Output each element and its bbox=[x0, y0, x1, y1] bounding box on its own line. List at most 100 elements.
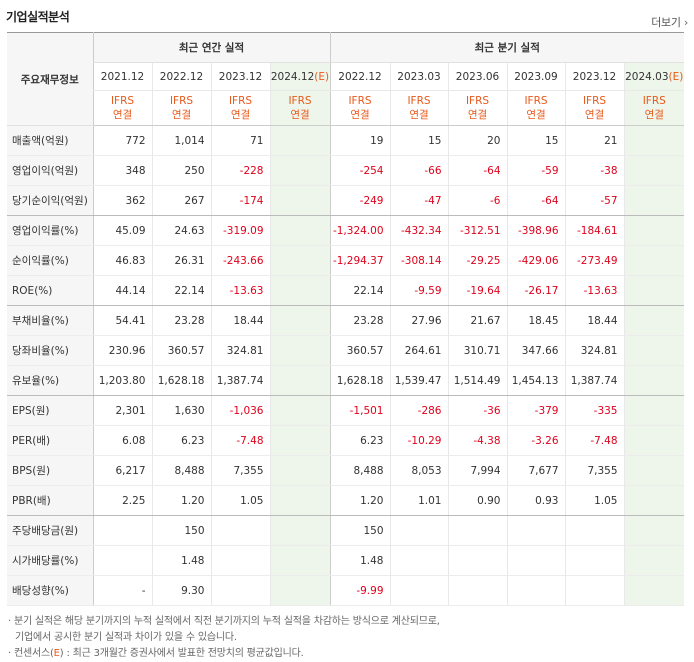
ifrs-label: IFRS 연결 bbox=[329, 90, 390, 126]
table-cell bbox=[623, 305, 684, 336]
table-cell: 9.30 bbox=[151, 575, 211, 606]
estimate-marker: (E) bbox=[668, 70, 684, 83]
table-cell: 150 bbox=[329, 515, 390, 546]
table-row: 부채비율(%) 54.41 23.28 18.44 23.28 27.96 21.67 18.… bbox=[7, 305, 684, 336]
table-cell: 264.61 bbox=[389, 335, 448, 366]
table-cell bbox=[269, 155, 330, 186]
table-cell: 362 bbox=[92, 185, 152, 216]
ifrs-line2: 연결 bbox=[171, 109, 192, 121]
table-cell bbox=[269, 185, 330, 216]
ifrs-line2: 연결 bbox=[350, 109, 370, 121]
table-row: PER(배) 6.08 6.23 -7.48 6.23 -10.29 -4.38 -3.26-… bbox=[7, 425, 684, 456]
table-cell: 360.57 bbox=[151, 335, 211, 366]
table-row: ROE(%) 44.14 22.14 -13.63 22.14 -9.59 -19.64 -2… bbox=[7, 275, 684, 306]
table-cell: 1,539.47 bbox=[389, 365, 448, 396]
table-cell bbox=[623, 185, 684, 216]
period-label: 2021.12 bbox=[100, 70, 145, 83]
table-cell: 2,301 bbox=[92, 395, 152, 426]
more-link[interactable]: 더보기 › bbox=[651, 14, 688, 30]
table-cell: 1,387.74 bbox=[564, 365, 624, 396]
table-cell: 772 bbox=[92, 125, 152, 156]
ifrs-line1: IFRS bbox=[288, 95, 312, 107]
estimate-marker: (E) bbox=[314, 70, 330, 83]
table-cell: 6.23 bbox=[329, 425, 390, 456]
table-cell: -432.34 bbox=[389, 215, 448, 246]
table-cell: 26.31 bbox=[151, 245, 211, 276]
table-cell bbox=[269, 275, 330, 306]
row-label: 시가배당률(%) bbox=[7, 545, 93, 576]
table-cell bbox=[269, 215, 330, 246]
table-cell bbox=[389, 575, 448, 606]
ifrs-line2: 연결 bbox=[230, 109, 251, 121]
row-label: 순이익률(%) bbox=[7, 245, 93, 276]
period-header-annual-2: 2023.12 bbox=[210, 62, 270, 91]
table-cell bbox=[506, 545, 565, 576]
table-cell: -1,036 bbox=[210, 395, 270, 426]
ifrs-line2: 연결 bbox=[409, 109, 429, 121]
ifrs-line1: IFRS bbox=[348, 95, 372, 107]
table-cell bbox=[623, 515, 684, 546]
table-cell: 6,217 bbox=[92, 455, 152, 486]
table-cell: -64 bbox=[506, 185, 565, 216]
period-header-annual-1: 2022.12 bbox=[151, 62, 211, 91]
table-cell: -398.96 bbox=[506, 215, 565, 246]
table-cell: 23.28 bbox=[151, 305, 211, 336]
table-row: PBR(배) 2.25 1.20 1.05 1.20 1.01 0.90 0.93 1.05 bbox=[7, 485, 684, 516]
row-label: 영업이익(억원) bbox=[7, 155, 93, 186]
table-cell: 1,014 bbox=[151, 125, 211, 156]
table-cell bbox=[389, 515, 448, 546]
table-cell: 1,628.18 bbox=[329, 365, 390, 396]
table-cell: 18.45 bbox=[506, 305, 565, 336]
table-cell: -429.06 bbox=[506, 245, 565, 276]
table-cell: 8,053 bbox=[389, 455, 448, 486]
period-header-quarter-2: 2023.06 bbox=[447, 62, 507, 91]
footnote-2-suffix: ) : 최근 3개월간 증권사에서 발표한 전망치의 평균값입니다. bbox=[59, 648, 304, 659]
ifrs-line1: IFRS bbox=[110, 95, 135, 107]
table-cell: 150 bbox=[151, 515, 211, 546]
table-cell: 1.20 bbox=[151, 485, 211, 516]
table-cell: 1,454.13 bbox=[506, 365, 565, 396]
table-cell: 18.44 bbox=[564, 305, 624, 336]
table-row: EPS(원) 2,301 1,630 -1,036 -1,501 -286 -36 -379-… bbox=[7, 395, 684, 426]
table-cell: 1,387.74 bbox=[210, 365, 270, 396]
table-cell: -9.99 bbox=[329, 575, 390, 606]
table-cell: -13.63 bbox=[564, 275, 624, 306]
table-row: 주당배당금(원) 150 150 bbox=[7, 515, 684, 546]
table-cell: -13.63 bbox=[210, 275, 270, 306]
table-cell: 1.48 bbox=[151, 545, 211, 576]
table-cell: 310.71 bbox=[447, 335, 507, 366]
table-cell bbox=[269, 395, 330, 426]
table-cell: 20 bbox=[447, 125, 507, 156]
table-cell: 45.09 bbox=[92, 215, 152, 246]
table-cell bbox=[506, 515, 565, 546]
table-row: 당기순이익(억원) 362 267 -174 -249 -47 -6 -64 -57 bbox=[7, 185, 684, 216]
row-label: BPS(원) bbox=[7, 455, 93, 486]
table-cell bbox=[269, 305, 330, 336]
ifrs-line2: 연결 bbox=[112, 109, 133, 121]
table-cell: -19.64 bbox=[447, 275, 507, 306]
ifrs-line2: 연결 bbox=[584, 109, 605, 121]
footnote-2: · 컨센서스(E) : 최근 3개월간 증권사에서 발표한 전망치의 평균값입니… bbox=[8, 646, 694, 662]
footnote-1-cont: 기업에서 공시한 분기 실적과 차이가 있을 수 있습니다. bbox=[15, 632, 237, 643]
table-cell bbox=[623, 335, 684, 366]
table-cell: -10.29 bbox=[389, 425, 448, 456]
table-cell: 6.23 bbox=[151, 425, 211, 456]
table-cell: -308.14 bbox=[389, 245, 448, 276]
period-header-annual-3: 2024.12(E) bbox=[269, 62, 330, 91]
table-cell bbox=[92, 545, 152, 576]
table-cell bbox=[623, 485, 684, 516]
footnote-2-prefix: · 컨센서스( bbox=[8, 648, 54, 659]
ifrs-line1: IFRS bbox=[465, 95, 490, 107]
more-label: 더보기 bbox=[651, 16, 681, 29]
footnotes: · 분기 실적은 해당 분기까지의 누적 실적에서 직전 분기까지의 누적 실적… bbox=[8, 614, 694, 662]
ifrs-label: IFRS 연결 bbox=[269, 90, 330, 126]
table-cell: 54.41 bbox=[92, 305, 152, 336]
period-header-quarter-5: 2024.03(E) bbox=[623, 62, 684, 91]
ifrs-label: IFRS 연결 bbox=[389, 90, 448, 126]
row-label: 당기순이익(억원) bbox=[7, 185, 93, 216]
table-cell: 27.96 bbox=[389, 305, 448, 336]
table-cell: 23.28 bbox=[329, 305, 390, 336]
ifrs-line1: IFRS bbox=[169, 95, 194, 107]
table-cell: 18.44 bbox=[210, 305, 270, 336]
ifrs-label: IFRS 연결 bbox=[151, 90, 211, 126]
